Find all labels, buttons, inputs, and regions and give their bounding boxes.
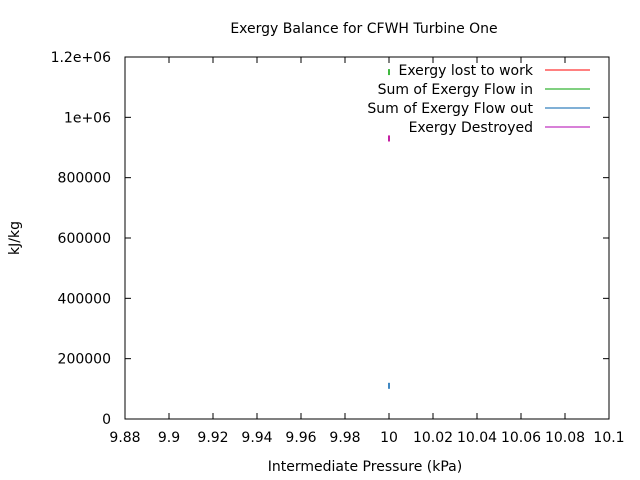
x-tick-label: 10.02 xyxy=(413,430,453,446)
y-tick-label: 600000 xyxy=(58,231,111,247)
legend-label: Sum of Exergy Flow out xyxy=(367,101,533,117)
x-tick-label: 10.04 xyxy=(457,430,497,446)
y-tick-label: 400000 xyxy=(58,291,111,307)
chart-title: Exergy Balance for CFWH Turbine One xyxy=(230,21,497,37)
y-tick-label: 1.2e+06 xyxy=(51,50,112,66)
y-tick-label: 800000 xyxy=(58,171,111,187)
x-tick-label: 10.08 xyxy=(545,430,585,446)
x-tick-label: 9.96 xyxy=(285,430,316,446)
legend-label: Exergy lost to work xyxy=(398,63,533,79)
legend-label: Exergy Destroyed xyxy=(409,120,533,136)
x-tick-label: 9.88 xyxy=(109,430,140,446)
x-tick-label: 9.98 xyxy=(329,430,360,446)
x-axis: 9.88 9.9 9.92 9.94 9.96 9.98 10 10.02 10.04 10.06… xyxy=(109,57,625,446)
legend-label: Sum of Exergy Flow in xyxy=(378,82,533,98)
y-axis: 0 200000 400000 600000 800000 1e+06 1.2e+06 xyxy=(51,50,609,428)
legend: Exergy lost to work Sum of Exergy Flow in… xyxy=(367,63,590,136)
y-tick-label: 0 xyxy=(102,412,111,428)
x-tick-label: 10.1 xyxy=(593,430,624,446)
x-axis-label: Intermediate Pressure (kPa) xyxy=(268,459,462,475)
y-tick-label: 1e+06 xyxy=(64,110,111,126)
y-axis-label: kJ/kg xyxy=(7,221,23,255)
y-tick-label: 200000 xyxy=(58,352,111,368)
x-tick-label: 10 xyxy=(380,430,398,446)
x-tick-label: 10.06 xyxy=(501,430,541,446)
x-tick-label: 9.9 xyxy=(158,430,180,446)
x-tick-label: 9.94 xyxy=(241,430,272,446)
x-tick-label: 9.92 xyxy=(197,430,228,446)
